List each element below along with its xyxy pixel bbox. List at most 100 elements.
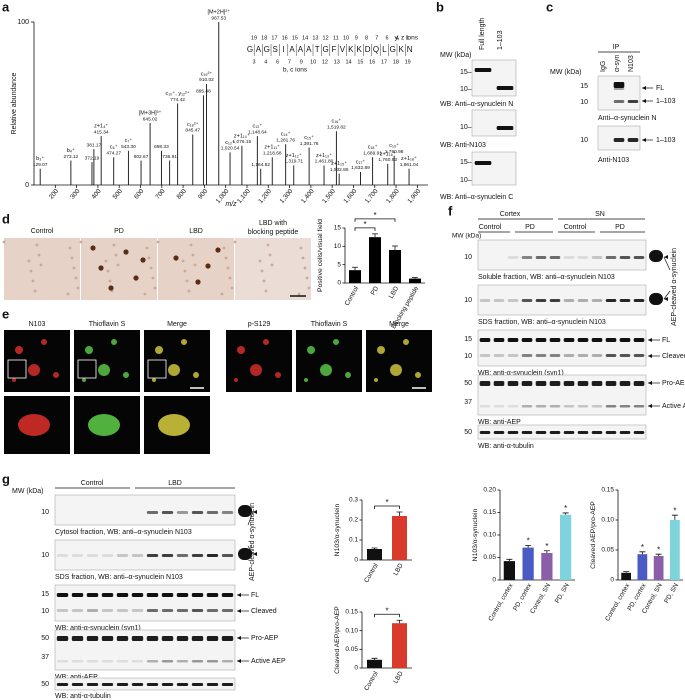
peak-ion-label: z+1₁₈⁺ [401,155,417,162]
significance: * [673,506,676,515]
significance: * [373,211,376,220]
band [221,683,234,686]
mw-label: MW (kDa) [452,233,481,240]
y-tick-label: 0.15 [345,609,358,616]
band [221,511,234,514]
arrow-head [648,404,652,408]
lane-label: α-syn [614,55,621,72]
residue: N [407,45,413,54]
cell [183,269,187,273]
band [633,354,645,357]
arrow-head [664,297,668,301]
signal [158,414,190,436]
signal [320,364,332,376]
residue: T [315,45,320,54]
band [619,256,631,259]
band [206,609,219,612]
signal [237,346,245,354]
y-axis-label: Positive cells/visual field [317,219,324,292]
cell [35,243,39,247]
blot [477,284,647,316]
residue: G [322,45,328,54]
band [161,554,174,557]
y-axis-label: N103/α-synuclein [472,508,479,561]
ion-series-label: b, c ions [283,67,308,74]
band [146,554,159,557]
blot-caption: WB: anti-AEP [55,674,98,681]
band [613,138,625,142]
group-label: Cortex [500,211,521,218]
band [221,660,234,663]
band [577,431,589,434]
arrow-head [648,381,652,385]
band [496,126,514,130]
x-tick-label: 300 [69,188,82,201]
x-tick-label: 1,100 [236,188,252,205]
peak-ion-label: c₁₀⁺, y₁₂²⁺ [165,90,189,97]
band [605,256,617,259]
mw-marker: 50 [41,635,49,642]
peak-mz-label: 1,519.82 [327,124,346,130]
arrow [663,256,671,271]
peak-ion-label: z+1₄⁺ [94,123,108,130]
band [535,338,547,342]
y-ion-number: 15 [292,35,298,41]
arrow-head [648,354,652,358]
group-label: SN [595,211,605,218]
c-ion-number: 3 [252,59,255,65]
x-tick-label: 1,700 [364,188,380,205]
image-label: LBD [189,228,203,235]
signal [345,372,351,378]
arrow-head [642,86,646,90]
x-tick-label: Control, cortex [604,582,632,623]
band [146,609,159,612]
residue: G [247,45,253,54]
peak-ion-label: c₁₈²⁺ [187,121,199,128]
band [206,554,219,557]
band [619,354,631,357]
y-axis-label: Relative abundance [11,72,18,134]
mw-marker: 50 [464,429,472,436]
band [71,593,84,597]
bar [522,547,534,580]
band-label: FL [662,337,670,344]
band [521,354,533,357]
band [479,299,491,302]
band [591,381,603,386]
bar [367,549,382,560]
x-tick-label: 700 [154,188,167,201]
band [563,354,575,357]
error-bar [396,511,403,516]
cell [262,279,266,283]
band [633,256,645,259]
signal [18,414,50,436]
x-tick-label: 1,200 [257,188,273,205]
cell [72,266,76,270]
cell [189,243,193,247]
error-bar [655,553,662,556]
band [191,511,204,514]
arrow-head [642,138,646,142]
signal [307,346,315,354]
c-ion-number: 12 [322,59,328,65]
residue: K [348,45,354,54]
cell [106,269,110,273]
mw-marker: 15 [464,336,472,343]
band [176,554,189,557]
residue: G [264,45,270,54]
x-tick-label: Control [363,562,380,584]
cell [266,243,270,247]
stained-cell [215,247,221,253]
subgroup-label: PD [525,224,535,231]
band [479,431,491,434]
significance: * [564,504,567,513]
arrow-head [642,99,646,103]
band [549,431,561,434]
signal [152,378,156,382]
cell [191,253,195,257]
bracket [354,227,376,231]
error-bar [352,266,358,271]
mw-marker: 37 [41,654,49,661]
band [521,381,533,386]
peak-ion-label: c₁₆⁺ [332,118,342,125]
